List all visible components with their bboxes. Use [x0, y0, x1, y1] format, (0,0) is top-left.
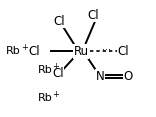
Text: Ru: Ru	[74, 45, 89, 58]
Text: +: +	[52, 90, 59, 99]
Text: N: N	[95, 69, 104, 83]
Text: Cl: Cl	[117, 45, 129, 58]
Text: Cl: Cl	[52, 67, 63, 80]
Text: O: O	[123, 69, 133, 83]
Text: Cl: Cl	[54, 15, 65, 28]
Text: ···: ···	[102, 45, 111, 55]
Text: +: +	[21, 43, 28, 52]
Text: +: +	[52, 62, 59, 71]
Text: Rb: Rb	[37, 93, 52, 103]
Text: Rb: Rb	[37, 65, 52, 75]
Text: Cl: Cl	[29, 45, 40, 58]
Text: Cl: Cl	[88, 9, 99, 22]
Text: Rb: Rb	[6, 46, 21, 57]
